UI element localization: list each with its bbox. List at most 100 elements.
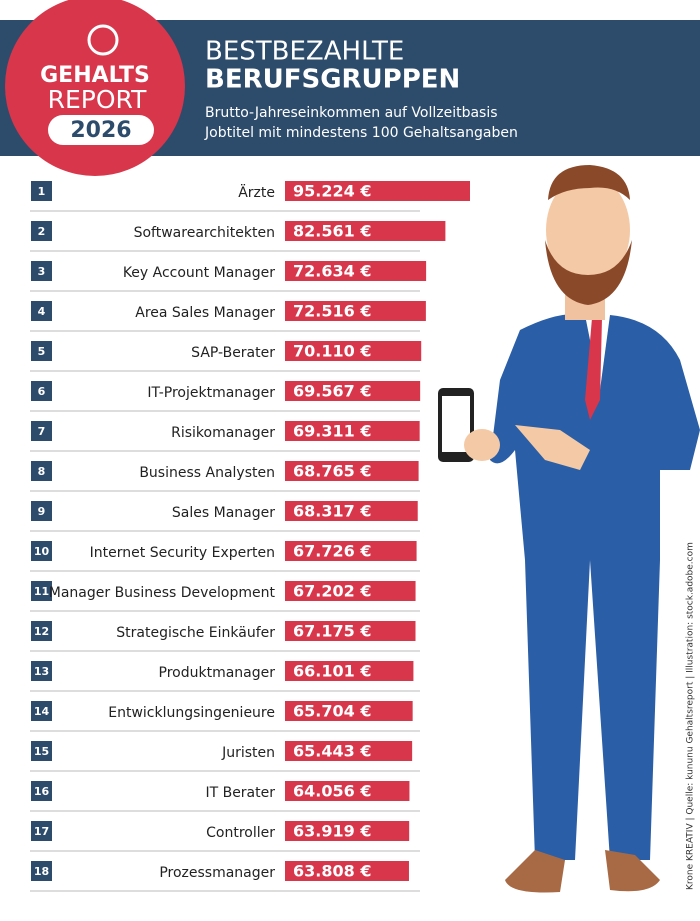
rank: 15 [34,745,49,758]
rank-box [31,261,52,281]
category-label: Juristen [221,745,275,761]
rank-box [31,621,52,641]
value-label: 64.056 € [293,782,371,801]
value-label: 72.516 € [293,302,371,321]
rank: 2 [38,225,46,238]
category-label: Internet Security Experten [90,545,275,561]
rank: 9 [38,505,46,518]
category-label: Ärzte [238,183,275,201]
rank: 1 [38,185,46,198]
title-line: BESTBEZAHLTE [205,37,404,67]
value-label: 63.808 € [293,862,371,881]
logo-coin [87,24,119,56]
rank: 8 [38,465,46,478]
rank-box [31,461,52,481]
category-label: IT Berater [205,785,275,801]
category-label: Strategische Einkäufer [116,625,275,641]
bar [285,341,422,361]
category-label: Manager Business Development [49,585,276,601]
rank-box [31,541,52,561]
value-label: 65.704 € [293,702,371,721]
rank-box [31,301,52,321]
category-label: Controller [206,825,275,841]
rank-box [31,741,52,761]
bar [285,581,416,601]
value-label: 68.317 € [293,502,371,521]
value-label: 67.175 € [293,622,371,641]
rank: 13 [34,665,49,678]
value-label: 67.726 € [293,542,371,561]
value-label: 69.311 € [293,422,371,441]
bar [285,821,410,841]
bar [285,501,418,521]
value-label: 70.110 € [293,342,371,361]
bar [285,261,427,281]
category-label: Produktmanager [159,665,276,681]
rank-box [31,341,52,361]
rank-box [31,701,52,721]
bar [285,781,410,801]
bar [285,461,419,481]
bar [285,741,413,761]
value-label: 67.202 € [293,582,371,601]
category-label: Area Sales Manager [135,305,275,321]
illustration [438,165,700,893]
logo-year-pill [48,115,154,145]
rank: 18 [34,865,49,878]
bar [285,621,416,641]
value-label: 82.561 € [293,222,371,241]
bar [285,381,421,401]
rank-box [31,221,52,241]
value-label: 65.443 € [293,742,371,761]
category-label: Key Account Manager [123,265,275,281]
rank-box [31,661,52,681]
rank: 16 [34,785,50,798]
category-label: Business Analysten [139,465,275,481]
rank: 11 [34,585,49,598]
category-label: Sales Manager [172,505,275,521]
value-label: 72.634 € [293,262,371,281]
category-label: Prozessmanager [159,865,275,881]
rank: 7 [38,425,46,438]
logo-line2: REPORT [48,85,147,114]
value-label: 63.919 € [293,822,371,841]
bar [285,181,470,201]
bar [285,861,409,881]
rank-box [31,501,52,521]
rank: 10 [34,545,50,558]
rank-box [31,581,52,601]
category-label: IT-Projektmanager [147,385,275,401]
rank: 4 [38,305,46,318]
bar [285,221,446,241]
bar [285,301,426,321]
bar [285,661,414,681]
rank-box [31,381,52,401]
category-label: Risikomanager [171,425,275,441]
rank-box [31,181,52,201]
value-label: 95.224 € [293,182,371,201]
rank-box [31,781,52,801]
rank-box [31,421,52,441]
rank-box [31,821,52,841]
rank: 17 [34,825,49,838]
rank: 6 [38,385,46,398]
category-label: SAP-Berater [191,345,275,361]
rank: 5 [38,345,46,358]
bar [285,541,417,561]
logo-year: 2026 [70,118,131,143]
subtitle-line: Jobtitel mit mindestens 100 Gehaltsangab… [204,125,518,141]
rank: 12 [34,625,49,638]
title-line: BERUFSGRUPPEN [205,65,460,95]
value-label: 68.765 € [293,462,371,481]
bar [285,701,413,721]
subtitle-line: Brutto-Jahreseinkommen auf Vollzeitbasis [205,105,498,121]
value-label: 66.101 € [293,662,371,681]
value-label: 69.567 € [293,382,371,401]
logo-line1: GEHALTS [40,63,150,88]
rank: 3 [38,265,46,278]
category-label: Softwarearchitekten [134,225,275,241]
category-label: Entwicklungsingenieure [108,705,275,721]
bar [285,421,420,441]
credit: Krone KREATIV | Quelle: kununu Gehaltsre… [686,542,696,890]
